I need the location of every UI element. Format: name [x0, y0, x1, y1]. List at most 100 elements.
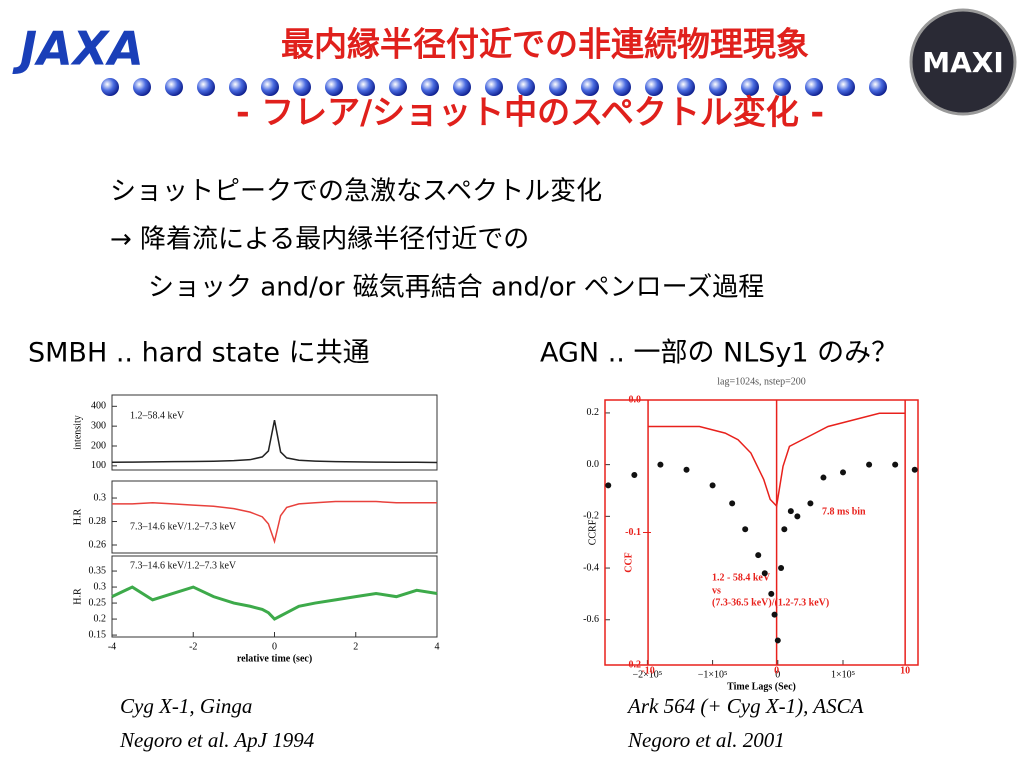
dot [293, 78, 311, 96]
chart-title: lag=1024s, nstep=200 [717, 376, 806, 387]
annotation: 1.2 - 58.4 keV [712, 572, 771, 583]
y-tick-label: 200 [91, 440, 106, 451]
data-point [911, 466, 918, 473]
annotation: (7.3-36.5 keV)/(1.2-7.3 keV) [712, 597, 829, 608]
x-tick-label: −1×10⁵ [698, 669, 728, 680]
data-point [729, 500, 736, 507]
annotation: 7.3–14.6 keV/1.2–7.3 keV [130, 560, 237, 571]
y-tick-label: 0.2 [587, 407, 600, 418]
dot [805, 78, 823, 96]
dot [261, 78, 279, 96]
dot [645, 78, 663, 96]
y-tick-label: -0.4 [583, 562, 599, 573]
dot [421, 78, 439, 96]
y-axis-label: intensity [72, 415, 83, 449]
data-line [648, 412, 906, 508]
y-tick-label: 0.15 [89, 629, 107, 640]
dot [197, 78, 215, 96]
dot [869, 78, 887, 96]
data-point [774, 637, 781, 644]
jaxa-logo: JAXA [12, 22, 144, 76]
x2-tick-label: -10 [641, 665, 654, 676]
y-tick-label: -0.2 [583, 511, 599, 522]
data-point [605, 482, 612, 489]
annotation: 7.8 ms bin [822, 506, 866, 517]
dot [357, 78, 375, 96]
body-line: ショック and/or 磁気再結合 and/or ペンローズ過程 [148, 273, 764, 303]
data-point [755, 552, 762, 559]
dot [101, 78, 119, 96]
data-point [768, 590, 775, 597]
data-point [761, 570, 768, 577]
body-line: ショットピークでの急激なスペクトル変化 [110, 177, 602, 207]
caption: Negoro et al. 2001 [627, 728, 785, 752]
plot-frame [111, 394, 438, 471]
y-axis-label: H.R [72, 508, 83, 525]
dot [837, 78, 855, 96]
y-axis-label: CCRF [587, 519, 598, 545]
y-tick-label: -0.6 [583, 614, 599, 625]
data-point [771, 611, 778, 618]
y-tick-label: 0.35 [89, 565, 107, 576]
data-point [709, 482, 716, 489]
x-tick-label: 1×10⁵ [831, 669, 855, 680]
data-line [112, 500, 437, 545]
body-line: → 降着流による最内縁半径付近での [110, 225, 529, 255]
y-tick-label: 0.2 [94, 613, 107, 624]
x-tick-label: −2×10⁵ [633, 669, 663, 680]
annotation: vs [712, 585, 721, 596]
dot-row [101, 78, 887, 96]
y-tick-label: 0.0 [587, 459, 600, 470]
dot [165, 78, 183, 96]
dot [229, 78, 247, 96]
x-axis-label: relative time (sec) [237, 653, 312, 664]
y-tick-label: 0.3 [94, 581, 107, 592]
subtitle: - フレア/ショット中のスペクトル変化 - [236, 93, 824, 132]
x-tick-label: -2 [189, 641, 197, 652]
data-point [866, 461, 873, 468]
x-tick-label: 4 [435, 641, 440, 652]
y2-axis-label: CCF [623, 552, 634, 573]
y-tick-label: 400 [91, 401, 106, 412]
dot [709, 78, 727, 96]
y-tick-label: 0.25 [89, 597, 107, 608]
caption: Cyg X-1, Ginga [120, 694, 252, 718]
y2-tick-label: -0.1 [625, 527, 641, 538]
section-label: AGN .. 一部の NLSy1 のみ？ [540, 338, 898, 369]
inner-frame [604, 399, 919, 666]
data-point [631, 471, 638, 478]
y-axis-label: H.R [72, 588, 83, 605]
y2-tick-label: -0.2 [625, 659, 641, 670]
y-tick-label: 0.3 [94, 492, 107, 503]
dot [773, 78, 791, 96]
x-tick-label: 0 [775, 669, 780, 680]
x-tick-label: -4 [108, 641, 116, 652]
dot [549, 78, 567, 96]
annotation: 1.2–58.4 keV [130, 410, 185, 421]
dot [485, 78, 503, 96]
data-point [892, 461, 899, 468]
x2-tick-label: 10 [900, 665, 910, 676]
data-point [794, 513, 801, 520]
title: 最内縁半径付近での非連続物理現象 [281, 25, 809, 64]
dot [133, 78, 151, 96]
dot [581, 78, 599, 96]
y-tick-label: 100 [91, 460, 106, 471]
dot [613, 78, 631, 96]
caption: Ark 564 (+ Cyg X-1), ASCA [626, 694, 864, 718]
y-tick-label: 0.28 [89, 516, 107, 527]
maxi-emblem [909, 8, 1017, 116]
x-axis-label: Time Lags (Sec) [727, 681, 796, 692]
dot [325, 78, 343, 96]
y2-tick-label: 0.0 [629, 394, 642, 405]
data-point [807, 500, 814, 507]
data-point [778, 565, 785, 572]
data-point [657, 461, 664, 468]
data-point [820, 474, 827, 481]
x-tick-label: 2 [353, 641, 358, 652]
dot [389, 78, 407, 96]
plot-frame [111, 480, 438, 554]
y-tick-label: 300 [91, 420, 106, 431]
dot [517, 78, 535, 96]
data-point [742, 526, 749, 533]
